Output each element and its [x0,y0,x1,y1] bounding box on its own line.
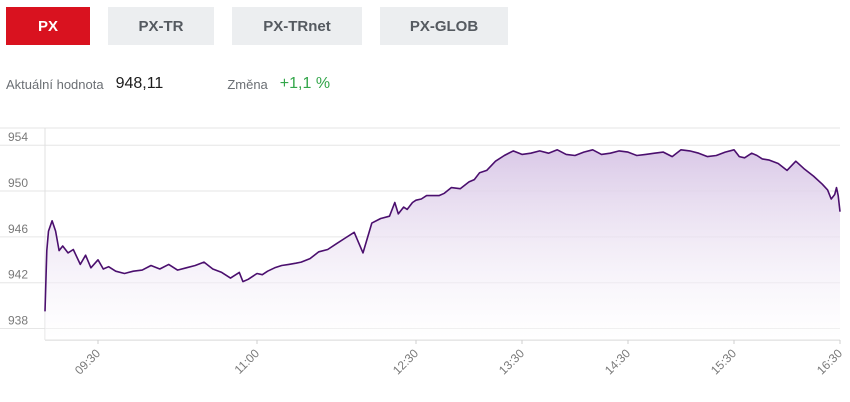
tab-px-tr[interactable]: PX-TR [108,7,214,45]
y-tick-label: 942 [8,268,28,282]
y-tick-label: 938 [8,314,28,328]
current-value-label: Aktuální hodnota [6,76,104,92]
change-value: +1,1 % [279,75,331,92]
series-area [45,149,840,340]
index-tabs: PX PX-TR PX-TRnet PX-GLOB [6,7,526,45]
change-label: Změna [227,76,268,92]
x-tick-label: 13:30 [496,346,527,377]
y-tick-label: 946 [8,222,28,236]
tab-px[interactable]: PX [6,7,90,45]
x-tick-label: 12:30 [390,346,421,377]
x-tick-label: 15:30 [708,346,739,377]
x-tick-label: 14:30 [602,346,633,377]
y-tick-label: 950 [8,176,28,190]
x-tick-label: 11:00 [232,346,263,377]
series-line [44,149,841,312]
y-tick-label: 954 [8,130,28,144]
index-summary: Aktuální hodnota 948,11 Změna +1,1 % [6,72,330,96]
tab-px-glob[interactable]: PX-GLOB [380,7,508,45]
x-tick-label: 16:30 [814,346,845,377]
current-value: 948,11 [115,75,164,92]
tab-px-trnet[interactable]: PX-TRnet [232,7,362,45]
x-tick-label: 09:30 [72,346,103,377]
